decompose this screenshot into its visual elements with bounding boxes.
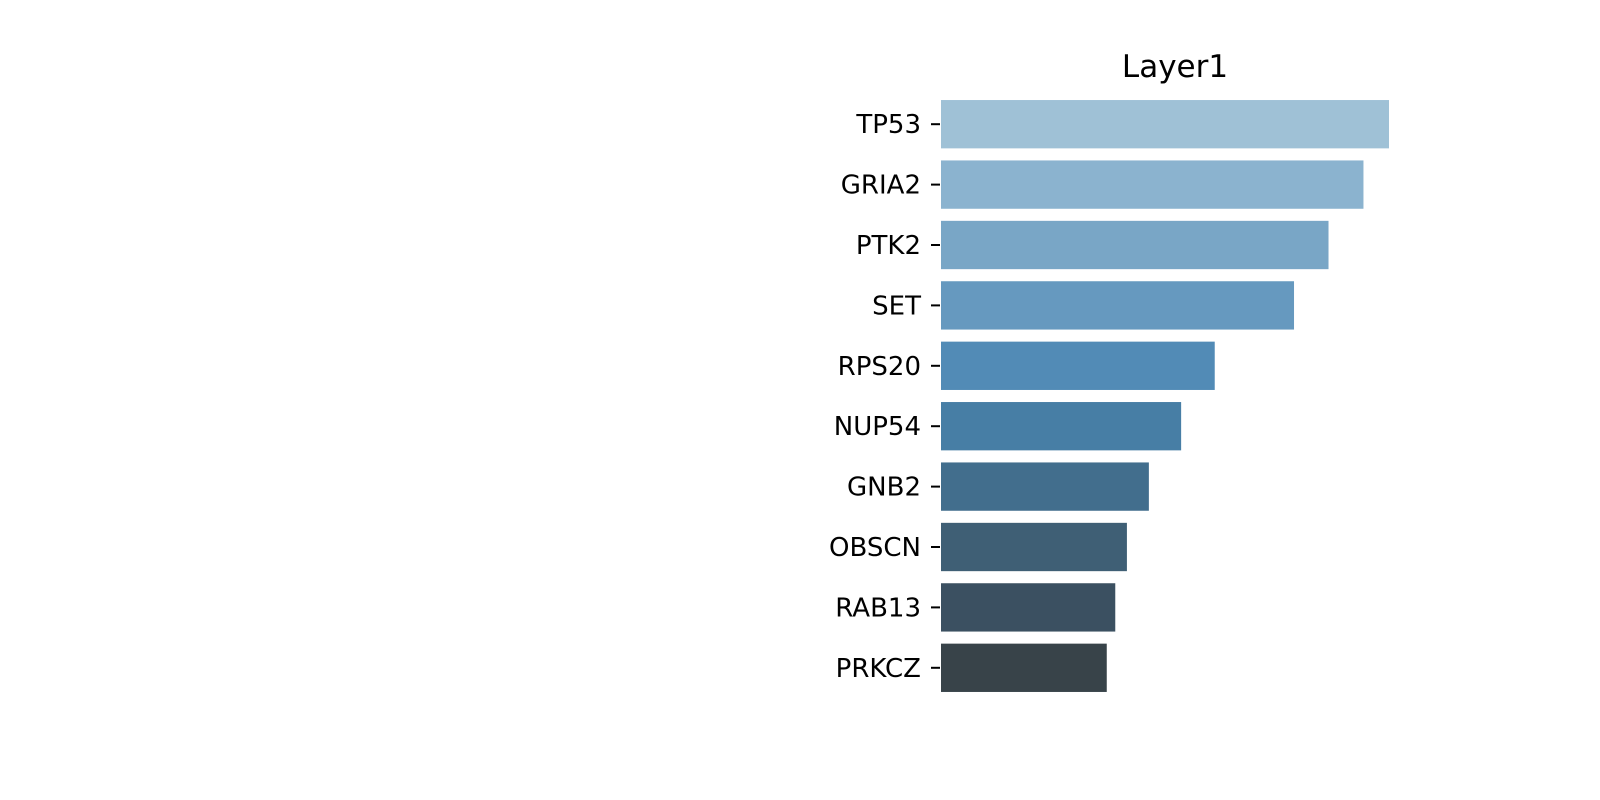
bars-group: [941, 100, 1389, 692]
y-tick-label: PRKCZ: [836, 654, 921, 684]
bar-set: [941, 281, 1295, 330]
bar-nup54: [941, 402, 1182, 451]
y-tick-label: NUP54: [834, 412, 921, 442]
y-tick-label: RAB13: [835, 593, 921, 623]
bar-gria2: [941, 160, 1364, 209]
y-tick-label: PTK2: [856, 231, 921, 261]
bar-rab13: [941, 583, 1116, 632]
y-tick-label: GNB2: [847, 473, 921, 503]
y-tick-label: GRIA2: [841, 171, 921, 201]
chart-title: Layer1: [1122, 49, 1228, 85]
bar-gnb2: [941, 462, 1149, 511]
bar-prkcz: [941, 643, 1107, 692]
bar-obscn: [941, 522, 1127, 572]
bar-rps20: [941, 341, 1215, 390]
y-axis-ticks: TP53 GRIA2 PTK2 SET RPS20 NUP54 GNB2 OBSCN RAB13…: [829, 110, 940, 684]
y-tick-label: TP53: [855, 110, 921, 140]
y-tick-label: OBSCN: [829, 533, 921, 563]
y-tick-label: SET: [872, 291, 921, 321]
bar-tp53: [941, 100, 1389, 149]
y-tick-label: RPS20: [838, 352, 921, 382]
bar-ptk2: [941, 220, 1329, 270]
